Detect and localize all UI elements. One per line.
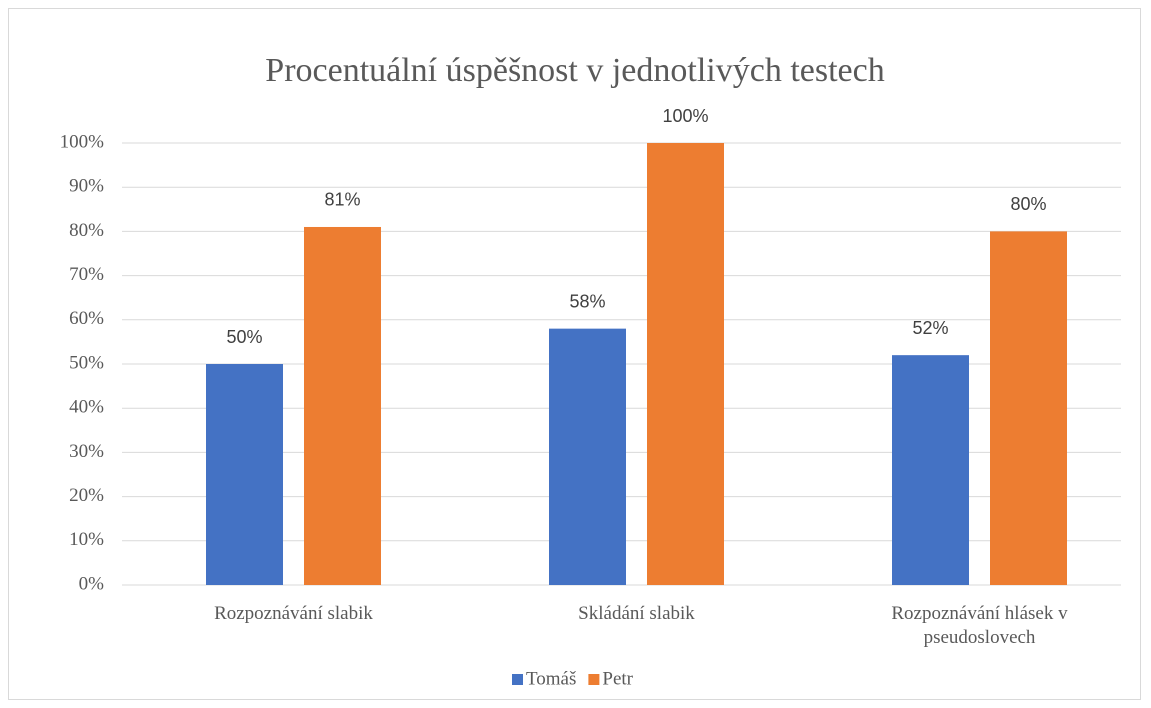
y-tick-label: 100% xyxy=(60,131,105,152)
bar xyxy=(647,143,724,585)
y-tick-label: 70% xyxy=(69,264,104,285)
data-label: 81% xyxy=(324,190,360,210)
y-tick-label: 90% xyxy=(69,176,104,197)
legend-swatch xyxy=(512,674,523,685)
bar xyxy=(549,328,626,585)
data-label: 80% xyxy=(1010,194,1046,214)
data-label: 100% xyxy=(662,106,708,126)
y-tick-label: 0% xyxy=(79,573,105,594)
data-label: 52% xyxy=(912,318,948,338)
x-tick-label: Rozpoznávání hlásek v pseudoslovech xyxy=(891,603,1068,648)
data-label: 58% xyxy=(569,291,605,311)
bar xyxy=(206,364,283,585)
bar xyxy=(990,231,1067,585)
legend-swatch xyxy=(588,674,600,685)
bar xyxy=(304,226,381,586)
chart-title: Procentuální úspěšnost v jednotlivých te… xyxy=(265,52,884,89)
y-tick-label: 40% xyxy=(69,397,104,418)
data-label: 50% xyxy=(226,327,262,347)
legend-label: Petr xyxy=(602,668,633,689)
legend-label: Tomáš xyxy=(526,668,576,689)
y-tick-label: 20% xyxy=(69,485,104,506)
y-tick-label: 50% xyxy=(69,352,104,373)
y-tick-label: 60% xyxy=(69,308,104,329)
bar xyxy=(892,355,969,585)
y-tick-label: 10% xyxy=(69,529,104,550)
y-tick-label: 30% xyxy=(69,441,104,462)
y-tick-label: 80% xyxy=(69,220,104,241)
x-tick-label: Skládání slabik xyxy=(578,603,695,624)
x-tick-label: Rozpoznávání slabik xyxy=(214,603,373,624)
